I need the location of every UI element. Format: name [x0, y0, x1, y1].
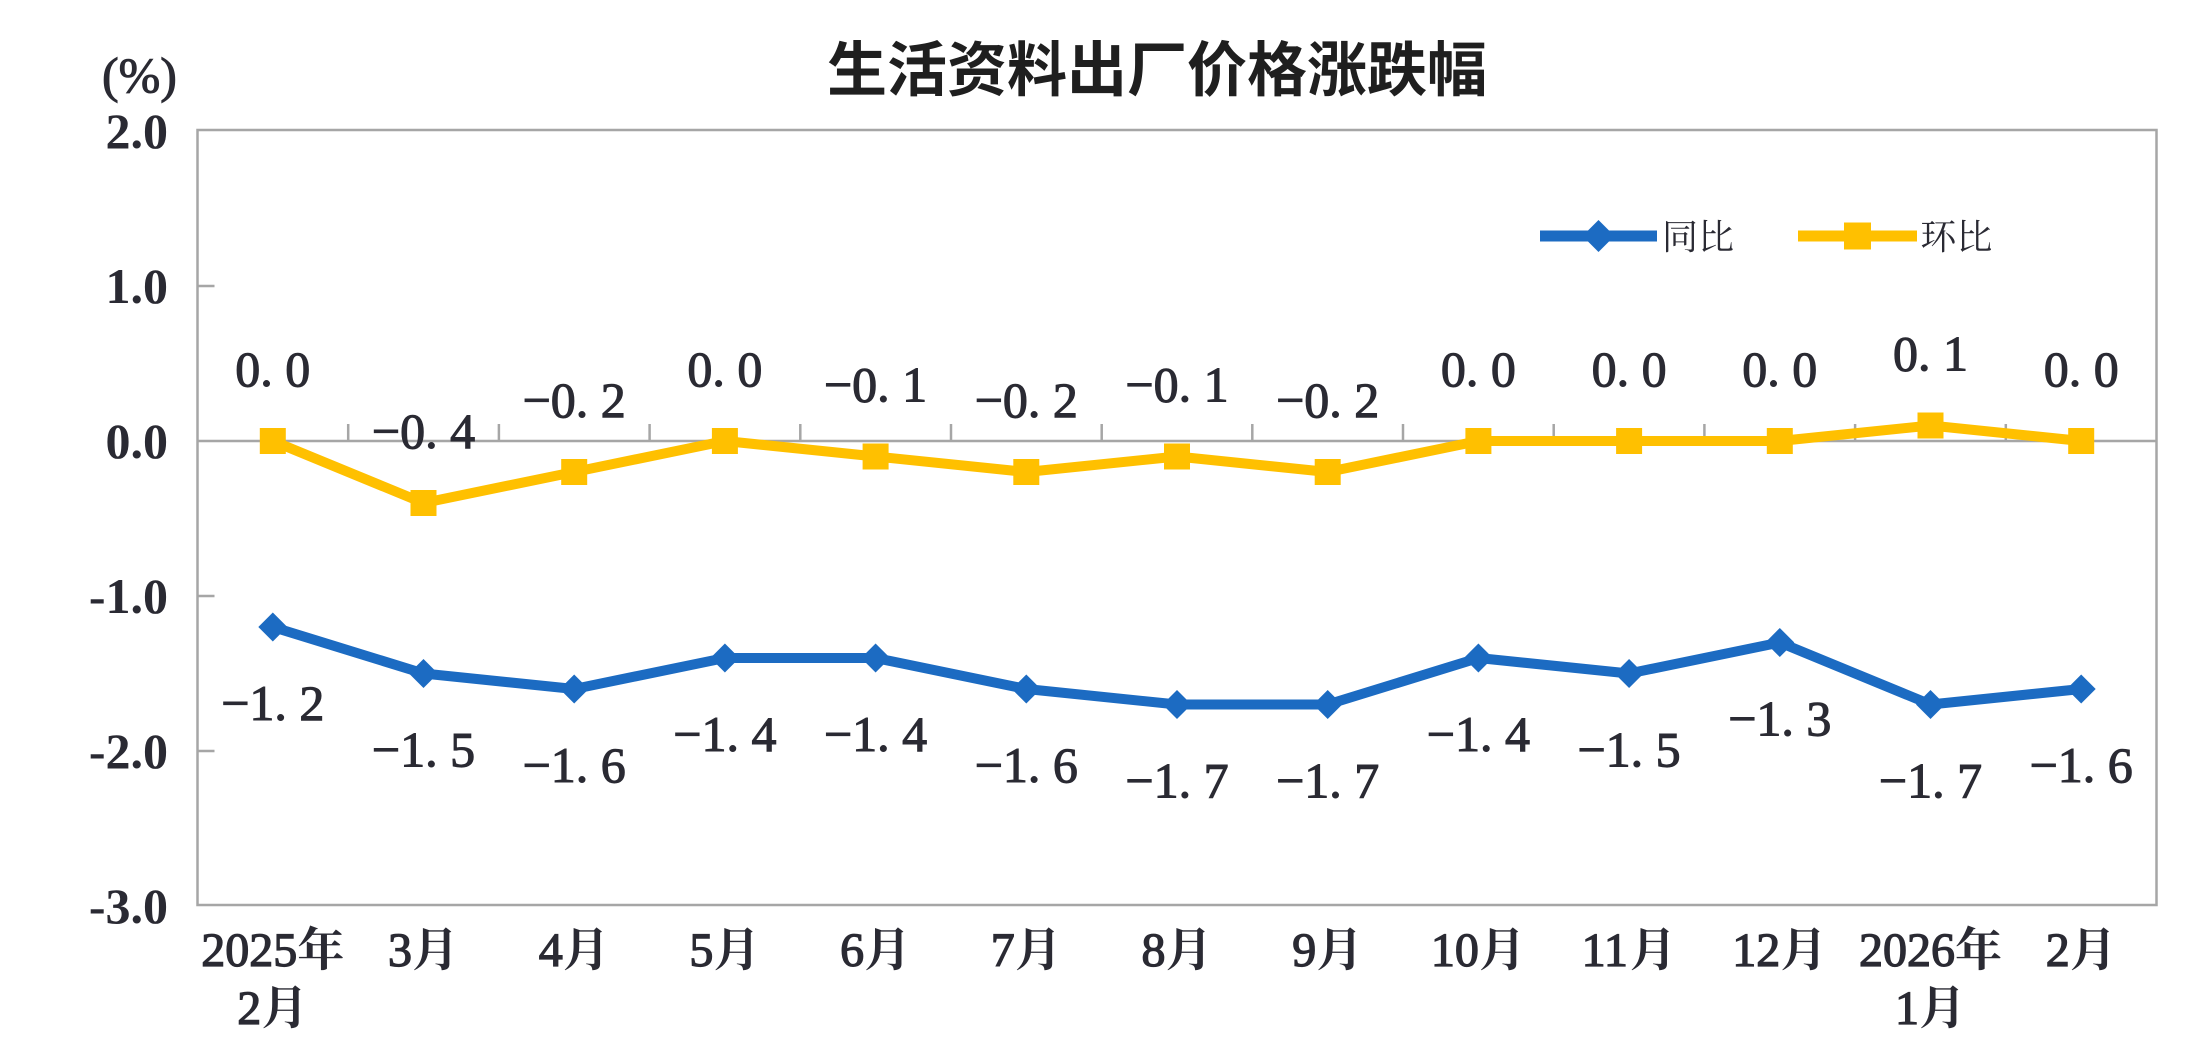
svg-text:0. 1: 0. 1 [1893, 326, 1968, 382]
svg-text:2.0: 2.0 [106, 103, 169, 159]
svg-text:−1. 6: −1. 6 [975, 737, 1078, 793]
svg-text:−1. 4: −1. 4 [824, 706, 927, 762]
svg-text:−0. 4: −0. 4 [372, 403, 475, 459]
svg-text:4: 4 [539, 924, 563, 977]
svg-text:−1. 6: −1. 6 [523, 737, 626, 793]
svg-text:3: 3 [388, 924, 412, 977]
svg-text:6: 6 [840, 924, 864, 977]
svg-text:−0. 1: −0. 1 [824, 357, 927, 413]
svg-text:0. 0: 0. 0 [1592, 341, 1667, 397]
svg-text:−1. 6: −1. 6 [2030, 737, 2133, 793]
svg-text:0. 0: 0. 0 [2044, 341, 2119, 397]
svg-text:0. 0: 0. 0 [687, 341, 762, 397]
svg-text:(%): (%) [102, 47, 177, 103]
svg-text:−1. 4: −1. 4 [1427, 706, 1530, 762]
svg-text:9: 9 [1292, 924, 1316, 977]
svg-text:−1. 7: −1. 7 [1125, 753, 1228, 809]
svg-text:−0. 2: −0. 2 [975, 372, 1078, 428]
svg-text:−1. 5: −1. 5 [1577, 722, 1680, 778]
svg-text:−1. 7: −1. 7 [1276, 753, 1379, 809]
svg-text:1.0: 1.0 [106, 258, 169, 314]
svg-text:0.0: 0.0 [106, 413, 169, 469]
svg-text:2025: 2025 [201, 924, 297, 977]
svg-text:-3.0: -3.0 [89, 878, 168, 934]
svg-text:2: 2 [237, 982, 261, 1035]
svg-text:10: 10 [1431, 924, 1479, 977]
svg-text:8: 8 [1142, 924, 1166, 977]
svg-text:-1.0: -1.0 [89, 568, 168, 624]
svg-text:−1. 4: −1. 4 [673, 706, 776, 762]
svg-text:−0. 1: −0. 1 [1125, 357, 1228, 413]
svg-text:2: 2 [2046, 924, 2070, 977]
svg-text:−1. 2: −1. 2 [221, 675, 324, 731]
svg-text:7: 7 [991, 924, 1015, 977]
svg-text:1: 1 [1895, 982, 1919, 1035]
svg-text:−1. 5: −1. 5 [372, 722, 475, 778]
svg-text:−0. 2: −0. 2 [523, 372, 626, 428]
svg-text:−1. 7: −1. 7 [1879, 753, 1982, 809]
svg-text:0. 0: 0. 0 [235, 341, 310, 397]
svg-text:−1. 3: −1. 3 [1728, 691, 1831, 747]
svg-text:11: 11 [1582, 924, 1628, 977]
svg-text:-2.0: -2.0 [89, 723, 168, 779]
svg-text:12: 12 [1732, 924, 1780, 977]
svg-text:−0. 2: −0. 2 [1276, 372, 1379, 428]
svg-text:5: 5 [689, 924, 713, 977]
svg-text:0. 0: 0. 0 [1742, 341, 1817, 397]
svg-text:2026: 2026 [1859, 924, 1955, 977]
svg-text:0. 0: 0. 0 [1441, 341, 1516, 397]
